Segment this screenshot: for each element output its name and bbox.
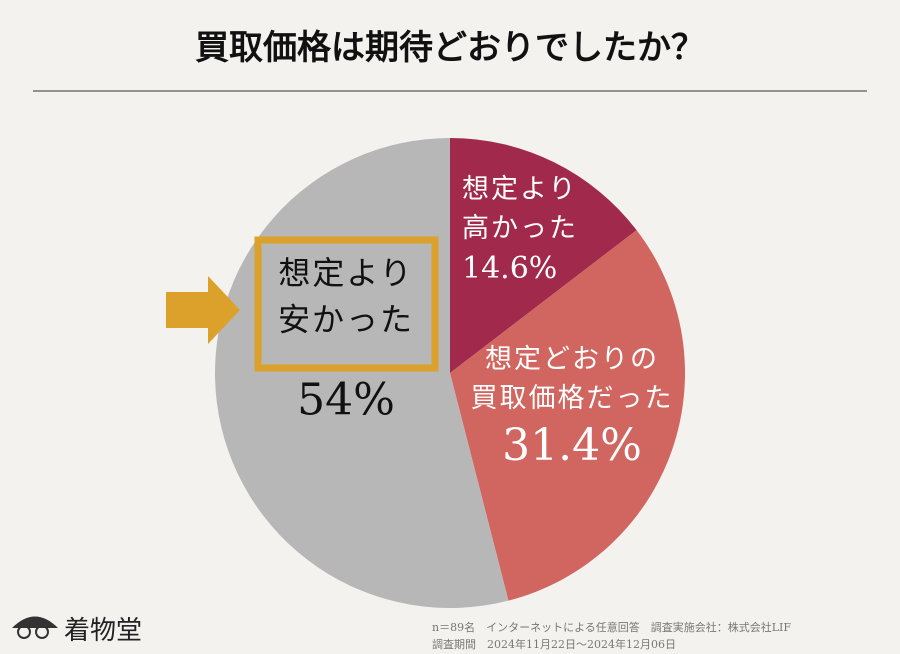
pie-slice <box>450 230 685 601</box>
arrow <box>166 276 240 344</box>
pie <box>214 138 685 608</box>
label-line: 高かった <box>462 213 578 244</box>
brand: 着物堂 <box>64 616 142 646</box>
footnote: 調査期間 2024年11月22日～2024年12月06日 <box>432 637 676 651</box>
value-label: 31.4% <box>502 420 642 471</box>
footnote: n＝89名 インターネットによる任意回答 調査実施会社：株式会社LIF <box>432 620 791 634</box>
logo: 着物堂 <box>12 616 142 646</box>
label-line: 想定より <box>278 254 413 292</box>
value-label: 54% <box>297 375 395 426</box>
slice-label: 想定より高かった <box>462 174 578 244</box>
label-line: 安かった <box>278 300 414 338</box>
value-label: 14.6% <box>462 251 557 286</box>
highlight-box <box>254 236 439 372</box>
label-line: 想定どおりの <box>485 344 659 375</box>
slice-label: 想定より安かった <box>278 254 414 338</box>
slice-label: 想定どおりの買取価格だった <box>471 344 674 414</box>
labels: 想定より高かった14.6%想定どおりの買取価格だった31.4%想定より安かった5… <box>278 174 674 472</box>
logo-icon <box>35 625 49 639</box>
label-line: 買取価格だった <box>471 383 674 414</box>
logo-icon <box>17 625 31 639</box>
chart-title: 買取価格は期待どおりでしたか？ <box>195 28 705 68</box>
pie-slice <box>450 138 637 373</box>
label-line: 想定より <box>462 174 577 205</box>
